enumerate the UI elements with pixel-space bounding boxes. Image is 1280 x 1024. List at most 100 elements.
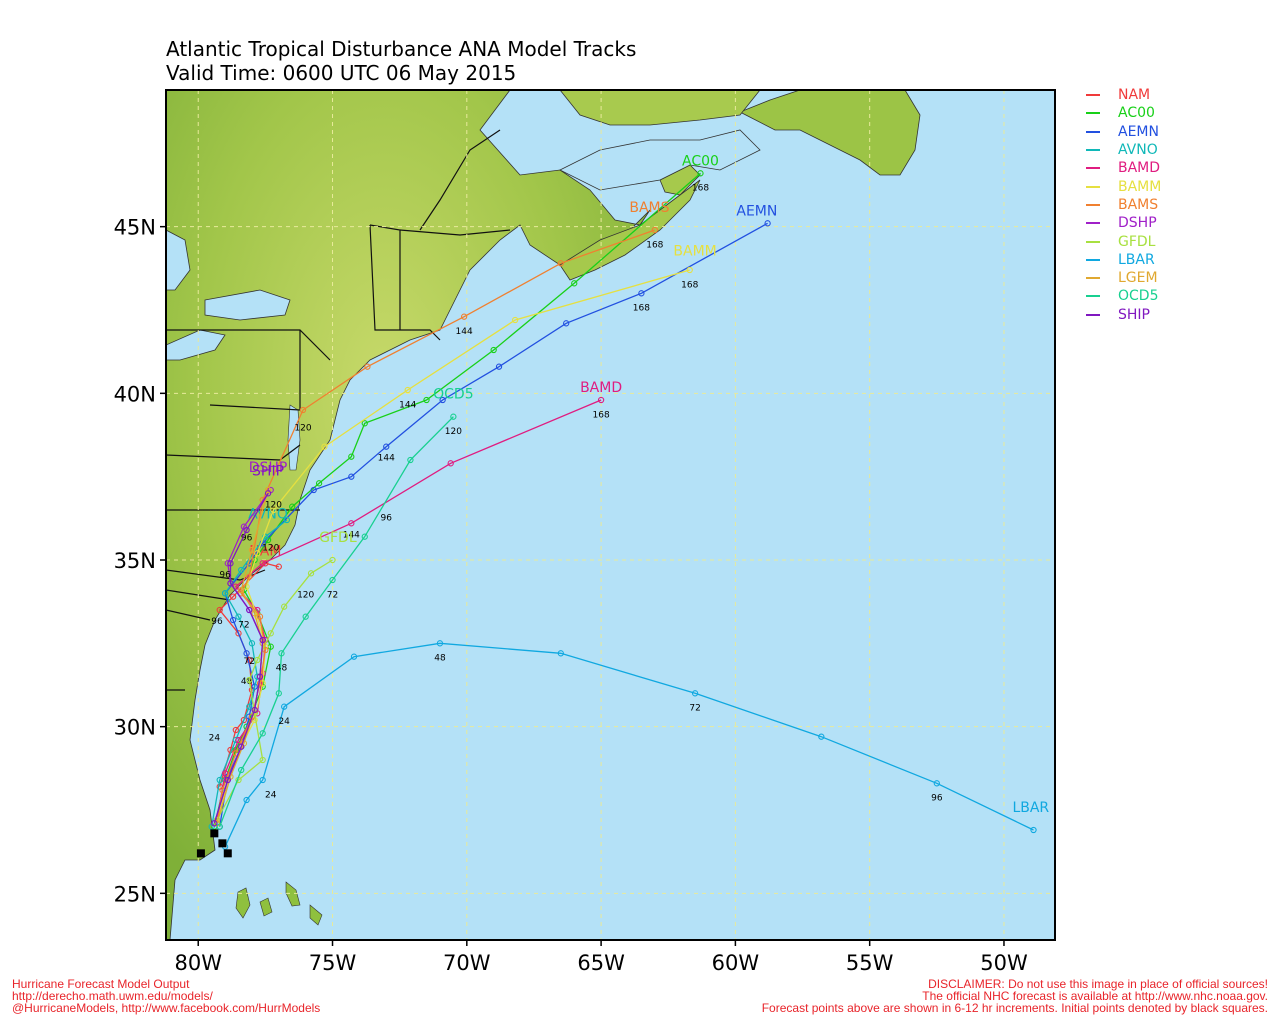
- forecast-hour-label: 120: [297, 590, 314, 600]
- x-tick-label: 50W: [980, 951, 1028, 975]
- chart-subtitle: Valid Time: 0600 UTC 06 May 2015: [166, 61, 517, 85]
- legend-item: NAM: [1086, 86, 1161, 104]
- forecast-hour-label: 48: [434, 654, 446, 664]
- track-point: [264, 486, 272, 494]
- track-ocd5: 48 72 96 120 OCD5: [216, 387, 474, 830]
- forecast-hour-label: 48: [241, 677, 253, 687]
- track-point: [238, 743, 245, 750]
- legend-label: AC00: [1118, 105, 1155, 122]
- disclaimer-line: The official NHC forecast is available a…: [922, 989, 1268, 1003]
- legend-item: AEMN: [1086, 123, 1161, 141]
- y-tick-label: 30N: [114, 716, 156, 740]
- legend-label: SHIP: [1118, 306, 1150, 323]
- track-point: [224, 776, 231, 784]
- legend-label: DSHP: [1118, 215, 1157, 232]
- initial-point-square: [223, 849, 232, 858]
- forecast-hour-label: 72: [238, 620, 249, 630]
- x-tick-label: 80W: [174, 951, 222, 975]
- track-point: [302, 613, 309, 620]
- legend-swatch: [1086, 130, 1100, 133]
- track-line: [219, 222, 768, 827]
- track-point: [246, 676, 253, 684]
- legend-item: DSHP: [1086, 214, 1161, 232]
- longitude-ticks: 80W 75W 70W 65W 60W 55W 50W: [174, 940, 1028, 975]
- disclaimer-line: Forecast points above are shown in 6-12 …: [761, 1001, 1268, 1015]
- initial-point-square: [196, 849, 205, 858]
- track-line: [216, 229, 656, 824]
- track-point: [348, 520, 355, 527]
- forecast-hour-label: 144: [343, 530, 360, 540]
- track-point: [423, 396, 430, 404]
- track-point: [361, 533, 368, 540]
- track-point: [259, 560, 266, 567]
- track-end-label: GFDL: [319, 530, 357, 546]
- disclaimer-line: DISCLAIMER: Do not use this image in pla…: [928, 977, 1268, 991]
- track-point: [256, 673, 264, 680]
- legend-item: AC00: [1086, 104, 1161, 122]
- legend-swatch: [1086, 203, 1100, 206]
- legend-item: AVNO: [1086, 141, 1161, 159]
- y-tick-label: 25N: [114, 882, 156, 906]
- legend-swatch: [1086, 94, 1100, 97]
- track-point: [243, 650, 250, 657]
- track-point: [315, 480, 323, 487]
- legend-label: NAM: [1118, 87, 1151, 104]
- legend-label: BAMM: [1118, 178, 1162, 195]
- legend-label: BAMS: [1118, 196, 1159, 213]
- forecast-hour-label: 120: [294, 424, 311, 434]
- track-point: [259, 636, 266, 644]
- map-frame: [165, 89, 1056, 941]
- forecast-hour-label: 168: [593, 410, 610, 420]
- legend-label: LGEM: [1118, 270, 1158, 287]
- forecast-hour-label: 72: [244, 657, 255, 667]
- track-point: [651, 226, 658, 234]
- forecast-hour-label: 72: [327, 590, 338, 600]
- track-lbar: 24 48 72 96 LBAR: [221, 640, 1049, 850]
- track-point: [221, 770, 229, 777]
- legend-label: AEMN: [1118, 123, 1159, 140]
- track-point: [818, 733, 825, 740]
- track-point: [262, 533, 269, 540]
- lake-ontario: [204, 289, 291, 321]
- legend-item: BAMS: [1086, 196, 1161, 214]
- track-point: [597, 396, 605, 404]
- track-point: [310, 486, 317, 494]
- track-point: [495, 363, 503, 370]
- track-point: [697, 170, 704, 177]
- legend-swatch: [1086, 185, 1100, 188]
- forecast-hour-label: 120: [265, 500, 282, 510]
- x-tick-label: 65W: [577, 951, 625, 975]
- legend-swatch: [1086, 295, 1100, 298]
- track-point: [691, 690, 699, 697]
- track-point: [216, 776, 223, 784]
- track-point: [267, 630, 274, 637]
- track-point: [407, 456, 414, 464]
- track-line: [213, 492, 269, 824]
- forecast-hour-label: 168: [633, 304, 650, 314]
- lake-huron: [166, 229, 191, 291]
- track-point: [348, 453, 355, 460]
- y-tick-label: 35N: [114, 549, 156, 573]
- x-tick-label: 70W: [443, 951, 491, 975]
- track-point: [275, 690, 282, 697]
- x-tick-label: 55W: [846, 951, 894, 975]
- track-point: [557, 260, 564, 267]
- track-point: [216, 823, 223, 830]
- forecast-hour-label: 72: [689, 704, 700, 714]
- track-point: [571, 280, 578, 287]
- track-point: [235, 630, 242, 637]
- track-end-label: SHIP: [252, 463, 284, 479]
- legend-swatch: [1086, 277, 1100, 280]
- legend-label: LBAR: [1118, 251, 1155, 268]
- initial-points: [196, 829, 232, 858]
- legend: NAM AC00 AEMN AVNO BAMD BAMM BAMS DSHP GFDL LBAR L…: [1086, 86, 1161, 324]
- track-point: [243, 796, 250, 804]
- legend-item: BAMM: [1086, 177, 1161, 195]
- legend-swatch: [1086, 112, 1100, 115]
- track-end-label: AC00: [682, 153, 719, 169]
- forecast-hour-label: 48: [276, 664, 288, 674]
- track-point: [229, 593, 237, 600]
- track-point: [251, 683, 258, 690]
- track-point: [246, 703, 253, 710]
- forecast-hour-label: 96: [219, 570, 231, 580]
